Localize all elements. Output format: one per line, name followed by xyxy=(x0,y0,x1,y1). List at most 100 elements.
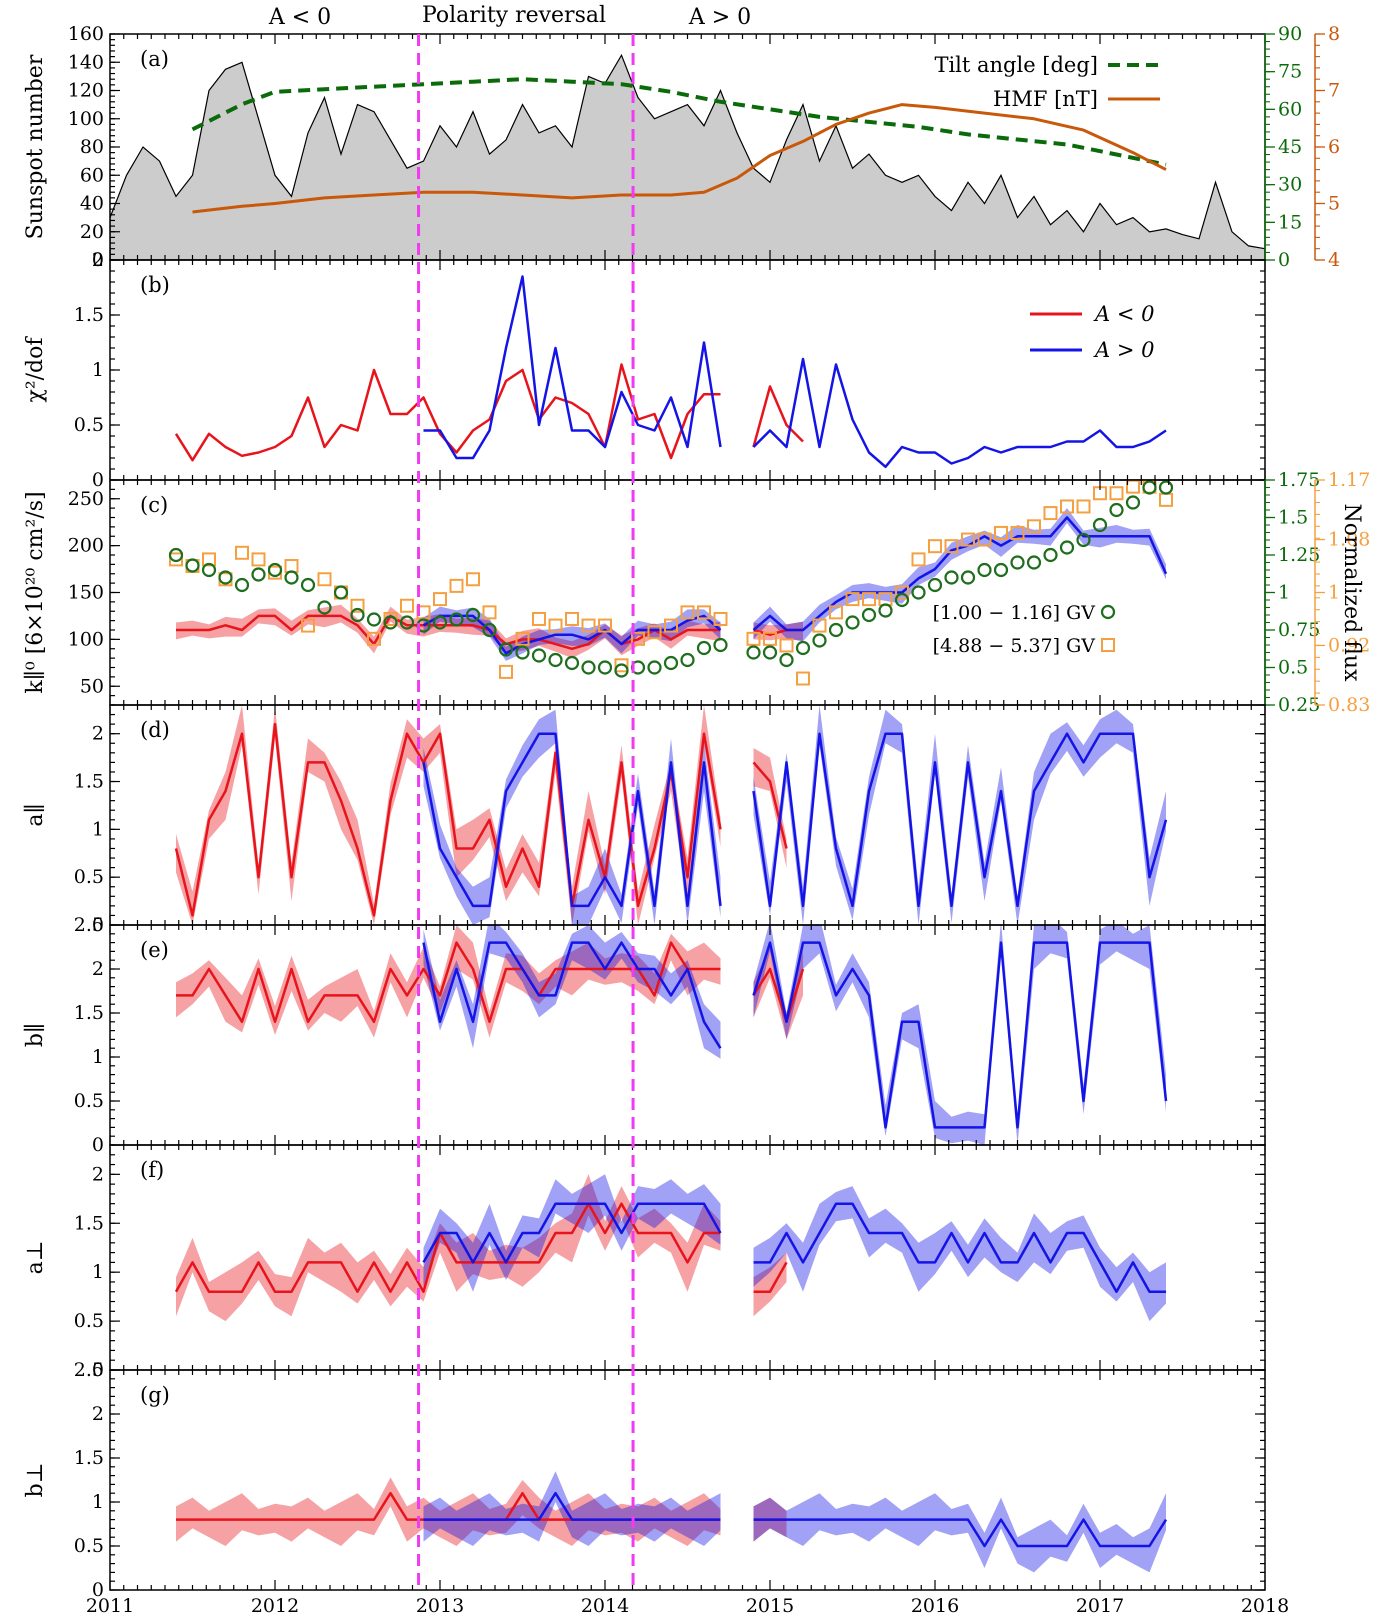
legend-pos-label: A > 0 xyxy=(1093,338,1154,362)
flux-high-rigidity-point xyxy=(944,539,959,554)
flux-high-rigidity-point xyxy=(350,598,365,613)
flux-low-rigidity-point xyxy=(878,603,893,618)
flux-low-rigidity-point xyxy=(1109,502,1124,518)
flux-high-rigidity-point xyxy=(994,525,1008,540)
legend-high-rigidity-marker xyxy=(1101,638,1115,652)
flux-high-rigidity-point xyxy=(317,572,332,587)
param-neg-band xyxy=(753,748,787,868)
flux-low-rigidity-point xyxy=(465,607,481,623)
flux-low-rigidity-point xyxy=(1026,555,1042,570)
flux-low-rigidity-point xyxy=(267,562,283,578)
legend-high-rigidity-label: [4.88 − 5.37] GV xyxy=(933,635,1096,657)
y-tick-label: 1.5 xyxy=(74,1212,104,1234)
panel-label: (d) xyxy=(140,718,170,742)
param-pos-band xyxy=(753,1493,1166,1573)
param-pos-band xyxy=(753,1186,1166,1322)
flux-high-rigidity-point xyxy=(911,552,926,567)
flux-low-rigidity-point xyxy=(234,577,250,593)
flux-low-rigidity-point xyxy=(168,547,184,563)
param-pos-band xyxy=(423,1471,721,1546)
y-tick-label: 0.5 xyxy=(74,1535,104,1557)
flux-high-rigidity-point xyxy=(235,545,249,560)
y-tick-label: 2 xyxy=(92,1163,104,1185)
y-tick-label: 1.5 xyxy=(74,771,104,793)
flux-low-rigidity-point xyxy=(498,642,514,657)
y-tick-label: 1 xyxy=(92,1491,104,1513)
panel-frame xyxy=(109,1369,1266,1591)
flux-high-rigidity-point xyxy=(680,605,695,620)
flux-low-rigidity-point xyxy=(449,612,464,627)
chi2-pos-series xyxy=(752,357,1167,469)
flux-low-rigidity-point xyxy=(482,622,497,638)
flux-low-rigidity-point xyxy=(399,615,415,630)
param-pos-series xyxy=(422,732,722,908)
flux-low-rigidity-point xyxy=(201,562,217,578)
param-neg-band xyxy=(176,925,721,1038)
flux-low-rigidity-point xyxy=(779,652,794,668)
y-tick-label: 100 xyxy=(68,108,104,130)
flux-high-rigidity-point xyxy=(845,592,860,607)
flux-high-rigidity-point xyxy=(400,598,414,613)
y-axis-label: b⊥ xyxy=(23,1463,48,1498)
param-neg-band xyxy=(176,705,721,925)
flux-low-rigidity-point xyxy=(663,655,679,671)
y-tick-label: 2.5 xyxy=(74,1359,104,1381)
right-tick-label: 0 xyxy=(1278,249,1290,271)
flux-low-rigidity-point xyxy=(762,645,778,660)
y-tick-label: 160 xyxy=(68,23,104,45)
chi2-neg-series xyxy=(752,385,804,448)
flux-low-rigidity-point xyxy=(218,570,233,585)
right-tick-label: 5 xyxy=(1328,193,1340,215)
panel-g: 0 0.5 1 1.5 2 2.5 (g) b⊥ xyxy=(23,1359,1266,1601)
legend-hmf-label: HMF [nT] xyxy=(993,87,1098,111)
annotation-a-negative: A < 0 xyxy=(268,5,331,30)
flux-low-rigidity-point xyxy=(1076,532,1091,548)
y-axis-label: a⊥ xyxy=(23,1241,48,1275)
flux-low-rigidity-point xyxy=(284,570,299,585)
flux-low-rigidity-point xyxy=(1043,547,1058,563)
flux-low-rigidity-point xyxy=(383,615,398,630)
flux-high-rigidity-point xyxy=(449,578,464,593)
right-tick-label: 4 xyxy=(1328,249,1340,271)
right-tick-label: 75 xyxy=(1278,61,1302,83)
flux-high-rigidity-point xyxy=(482,605,497,620)
flux-high-rigidity-point xyxy=(1159,492,1173,507)
right-tick-label: 30 xyxy=(1278,174,1302,196)
y-tick-label: 50 xyxy=(80,675,104,697)
x-tick-label: 2016 xyxy=(911,1595,959,1617)
flux-low-rigidity-point xyxy=(993,562,1009,578)
polarity-reversal-lines xyxy=(417,34,635,1590)
right-tick-label: 1.17 xyxy=(1328,469,1370,491)
legend-low-rigidity-marker xyxy=(1100,604,1116,620)
flux-high-rigidity-point xyxy=(433,592,447,607)
y-tick-label: 100 xyxy=(68,628,104,650)
x-tick-label: 2017 xyxy=(1076,1595,1124,1617)
param-pos-series xyxy=(422,941,722,1049)
y-tick-label: 20 xyxy=(80,221,104,243)
flux-low-rigidity-point xyxy=(1059,540,1075,555)
panel-c: 50 100 150 200 250 0.25 0.5 0.75 1 1.25 1.5 1.75 0.8… xyxy=(23,469,1370,716)
flux-high-rigidity-point xyxy=(202,552,216,567)
panel-d: 0 0.5 1 1.5 2 (d) a∥ xyxy=(23,704,1266,936)
flux-high-rigidity-point xyxy=(1126,480,1140,494)
flux-high-rigidity-point xyxy=(301,618,315,633)
flux-low-rigidity-point xyxy=(300,577,316,593)
flux-high-rigidity-point xyxy=(565,611,579,626)
param-pos-series xyxy=(752,941,1168,1129)
flux-low-rigidity-point xyxy=(350,607,365,623)
flux-low-rigidity-point xyxy=(185,558,200,573)
right-tick-label: 0.92 xyxy=(1328,634,1370,656)
param-pos-series xyxy=(422,1202,722,1264)
flux-high-rigidity-point xyxy=(862,592,876,607)
right-axis-label: Normalized flux xyxy=(1339,504,1364,683)
flux-high-rigidity-point xyxy=(284,559,299,574)
plot-area xyxy=(174,275,1167,469)
param-neg-band xyxy=(176,1477,721,1546)
flux-high-rigidity-point xyxy=(697,605,711,620)
flux-high-rigidity-point xyxy=(515,631,530,646)
y-tick-label: 2 xyxy=(92,723,104,745)
right-tick-label: 7 xyxy=(1328,80,1340,102)
y-tick-label: 0.5 xyxy=(74,1310,104,1332)
y-tick-label: 0 xyxy=(92,469,104,491)
y-axis-label: Sunspot number xyxy=(23,54,48,239)
